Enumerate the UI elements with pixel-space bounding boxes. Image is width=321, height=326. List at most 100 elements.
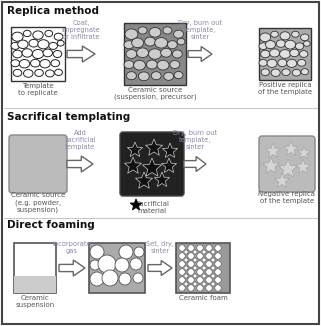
Circle shape [179, 277, 185, 283]
Text: Positive replica
of the template: Positive replica of the template [258, 82, 312, 95]
Circle shape [197, 277, 203, 283]
Circle shape [90, 272, 104, 286]
Ellipse shape [29, 39, 39, 47]
Ellipse shape [23, 69, 33, 77]
Ellipse shape [278, 59, 287, 67]
Circle shape [102, 270, 118, 286]
Ellipse shape [287, 59, 297, 67]
Polygon shape [154, 172, 169, 186]
Ellipse shape [271, 69, 280, 76]
Text: Ceramic foam: Ceramic foam [178, 295, 227, 301]
Ellipse shape [125, 29, 138, 39]
Ellipse shape [265, 40, 275, 49]
Ellipse shape [55, 69, 62, 76]
Ellipse shape [299, 51, 308, 57]
Text: Template
to replicate: Template to replicate [18, 83, 58, 96]
Circle shape [193, 266, 197, 270]
Text: Replica method: Replica method [7, 6, 99, 16]
Text: Ceramic source
(suspension, precursor): Ceramic source (suspension, precursor) [114, 87, 196, 100]
Ellipse shape [35, 69, 43, 76]
Ellipse shape [137, 48, 149, 58]
Circle shape [202, 258, 206, 262]
Ellipse shape [177, 38, 185, 45]
Circle shape [202, 274, 206, 278]
Circle shape [193, 250, 197, 254]
Text: Coat,
impregnate
or infiltrate: Coat, impregnate or infiltrate [62, 20, 100, 40]
FancyBboxPatch shape [11, 27, 65, 81]
Polygon shape [297, 146, 311, 159]
Circle shape [202, 250, 206, 254]
Circle shape [179, 253, 185, 259]
Polygon shape [59, 260, 85, 276]
Ellipse shape [12, 32, 23, 41]
Text: Ceramic
suspension: Ceramic suspension [15, 295, 55, 308]
Ellipse shape [280, 32, 290, 40]
Circle shape [184, 274, 188, 278]
Polygon shape [162, 143, 178, 157]
Circle shape [98, 255, 116, 273]
Circle shape [211, 274, 215, 278]
Circle shape [130, 258, 142, 270]
Ellipse shape [51, 60, 60, 67]
Ellipse shape [174, 30, 184, 38]
Polygon shape [274, 173, 290, 187]
Polygon shape [127, 142, 143, 156]
Ellipse shape [271, 31, 278, 37]
Ellipse shape [54, 33, 63, 40]
Polygon shape [265, 143, 281, 157]
Circle shape [133, 273, 143, 283]
Ellipse shape [134, 60, 145, 70]
Ellipse shape [124, 61, 134, 68]
Ellipse shape [146, 60, 157, 69]
Ellipse shape [126, 72, 136, 80]
Ellipse shape [11, 60, 20, 67]
Circle shape [188, 245, 194, 251]
Ellipse shape [57, 40, 64, 46]
Circle shape [115, 258, 129, 272]
Circle shape [193, 258, 197, 262]
Circle shape [206, 261, 212, 267]
Polygon shape [130, 199, 142, 210]
Text: Add
sacrificial
template: Add sacrificial template [64, 130, 96, 150]
Ellipse shape [149, 27, 161, 37]
FancyBboxPatch shape [259, 136, 315, 192]
Ellipse shape [132, 38, 143, 48]
Ellipse shape [32, 50, 44, 59]
Ellipse shape [40, 60, 50, 68]
Circle shape [193, 274, 197, 278]
Circle shape [215, 245, 221, 251]
Ellipse shape [49, 42, 57, 50]
Circle shape [179, 269, 185, 275]
Ellipse shape [144, 37, 155, 46]
Ellipse shape [11, 42, 20, 50]
Ellipse shape [270, 49, 280, 57]
Ellipse shape [45, 30, 53, 37]
Ellipse shape [30, 59, 40, 67]
Ellipse shape [304, 41, 310, 46]
Text: Sacrificial
material: Sacrificial material [135, 201, 169, 214]
Ellipse shape [23, 30, 31, 37]
Text: Sacrifical templating: Sacrifical templating [7, 112, 130, 122]
Ellipse shape [280, 50, 291, 58]
Ellipse shape [261, 69, 269, 76]
Circle shape [184, 250, 188, 254]
Circle shape [215, 269, 221, 275]
Circle shape [119, 245, 133, 259]
Polygon shape [295, 159, 311, 173]
Ellipse shape [22, 49, 32, 57]
Circle shape [211, 258, 215, 262]
Ellipse shape [163, 27, 172, 34]
FancyBboxPatch shape [120, 132, 184, 196]
Circle shape [197, 245, 203, 251]
Circle shape [197, 261, 203, 267]
Circle shape [211, 250, 215, 254]
Ellipse shape [13, 69, 22, 76]
Polygon shape [188, 47, 212, 62]
Ellipse shape [157, 60, 169, 70]
Circle shape [188, 285, 194, 291]
Ellipse shape [138, 27, 147, 34]
Text: Set, dry,
sinter: Set, dry, sinter [146, 241, 174, 254]
Text: Incorporate
gas: Incorporate gas [53, 241, 91, 254]
Ellipse shape [138, 72, 149, 81]
Ellipse shape [19, 60, 30, 68]
